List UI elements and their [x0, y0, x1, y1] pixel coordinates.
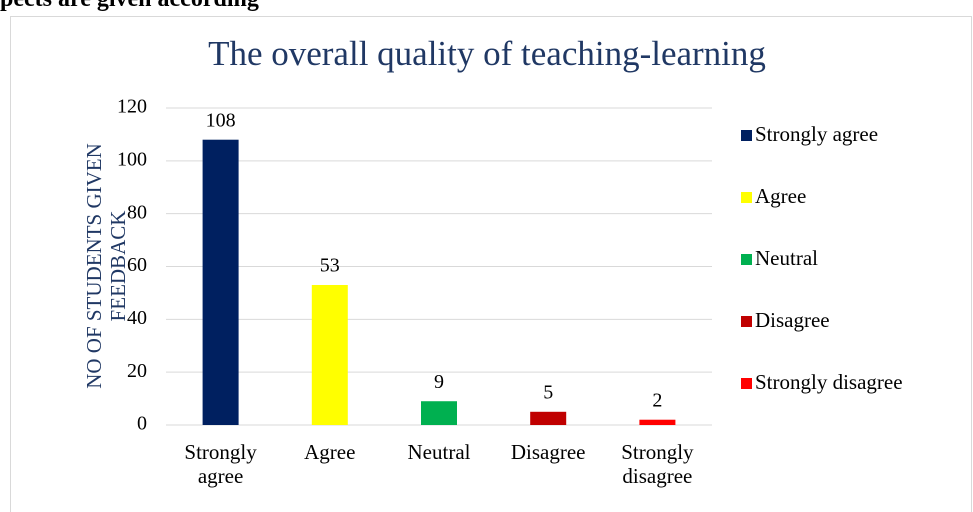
y-tick-label: 0	[137, 413, 147, 435]
legend-label: Strongly disagree	[755, 370, 903, 394]
bar	[639, 419, 676, 425]
bar	[421, 401, 457, 425]
bar	[311, 284, 348, 425]
legend-label: Disagree	[755, 308, 830, 332]
x-tick-label: Agree	[304, 440, 356, 464]
y-tick-label: 40	[127, 307, 147, 329]
y-axis-label: NO OF STUDENTS GIVEN FEEDBACK	[82, 143, 130, 389]
chart-title: The overall quality of teaching-learning	[208, 34, 766, 73]
legend-swatch	[741, 316, 752, 327]
bar	[202, 139, 239, 425]
y-tick-label: 20	[127, 360, 147, 382]
y-tick-label: 60	[127, 254, 147, 276]
x-tick-label: Disagree	[510, 440, 586, 464]
value-label: 9	[434, 371, 444, 393]
page-heading: pects are given according	[0, 0, 259, 13]
bar	[530, 411, 567, 425]
legend-label: Strongly agree	[755, 122, 878, 146]
x-tick-label: Neutral	[407, 440, 471, 464]
value-label: 5	[543, 381, 553, 403]
y-tick-label: 120	[117, 96, 147, 118]
y-tick-label: 100	[117, 148, 147, 170]
value-label: 108	[206, 109, 236, 131]
legend-swatch	[741, 378, 752, 389]
legend-label: Neutral	[755, 246, 818, 270]
x-tick-label: Strongly agree	[184, 440, 257, 488]
x-tick-label: Strongly disagree	[621, 440, 694, 488]
legend-swatch	[741, 192, 752, 203]
chart-frame	[10, 16, 972, 512]
legend-swatch	[741, 130, 752, 141]
legend-label: Agree	[755, 184, 806, 208]
value-label: 53	[320, 255, 340, 277]
legend-swatch	[741, 254, 752, 265]
y-tick-label: 80	[127, 201, 147, 223]
value-label: 2	[652, 389, 662, 411]
